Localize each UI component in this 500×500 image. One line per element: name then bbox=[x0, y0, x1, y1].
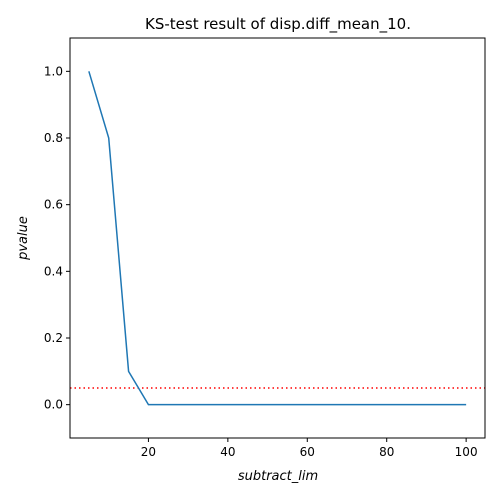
x-tick-label: 100 bbox=[455, 445, 478, 459]
chart-title: KS-test result of disp.diff_mean_10. bbox=[145, 15, 411, 34]
plot-frame bbox=[69, 37, 486, 439]
y-tick-label: 0.4 bbox=[44, 264, 63, 278]
y-tick-label: 0.0 bbox=[44, 398, 63, 412]
y-tick-label: 0.8 bbox=[44, 131, 63, 145]
y-axis-label: pvalue bbox=[16, 216, 31, 261]
x-tick-label: 60 bbox=[300, 445, 315, 459]
x-tick-label: 80 bbox=[379, 445, 394, 459]
x-tick-label: 20 bbox=[141, 445, 156, 459]
series-line bbox=[88, 71, 467, 406]
y-tick-label: 1.0 bbox=[44, 64, 63, 78]
plot-area bbox=[70, 71, 485, 406]
axis-ticks: 20 40 60 80 100 0.0 0.2 0.4 0.6 0.8 1.0 bbox=[44, 64, 478, 459]
y-tick-label: 0.6 bbox=[44, 198, 63, 212]
x-axis-label: subtract_lim bbox=[238, 469, 318, 484]
x-tick-label: 40 bbox=[220, 445, 235, 459]
y-tick-label: 0.2 bbox=[44, 331, 63, 345]
